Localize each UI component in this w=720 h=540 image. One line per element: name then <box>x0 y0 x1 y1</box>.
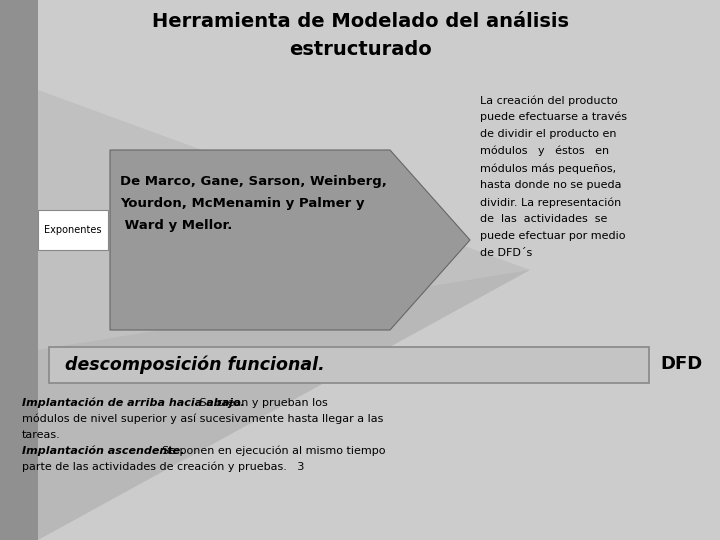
Text: Implantación ascendente.: Implantación ascendente. <box>22 446 184 456</box>
Text: Implantación de arriba hacia abajo.: Implantación de arriba hacia abajo. <box>22 398 245 408</box>
Text: Se ponen en ejecución al mismo tiempo: Se ponen en ejecución al mismo tiempo <box>155 446 385 456</box>
Text: estructurado: estructurado <box>289 40 431 59</box>
Text: descomposición funcional.: descomposición funcional. <box>65 356 325 374</box>
Polygon shape <box>38 90 530 450</box>
Text: parte de las actividades de creación y pruebas.   3: parte de las actividades de creación y p… <box>22 462 305 472</box>
Text: de  las  actividades  se: de las actividades se <box>480 214 608 224</box>
Polygon shape <box>110 150 470 330</box>
Text: de DFD´s: de DFD´s <box>480 248 532 258</box>
Text: Herramienta de Modelado del análisis: Herramienta de Modelado del análisis <box>151 12 569 31</box>
FancyBboxPatch shape <box>38 210 108 250</box>
FancyBboxPatch shape <box>49 347 649 383</box>
Text: La creación del producto: La creación del producto <box>480 95 618 105</box>
Text: Ward y Mellor.: Ward y Mellor. <box>120 219 233 232</box>
Text: módulos más pequeños,: módulos más pequeños, <box>480 163 616 173</box>
Text: dividir. La representación: dividir. La representación <box>480 197 621 207</box>
Text: Se crean y prueban los: Se crean y prueban los <box>196 398 328 408</box>
Polygon shape <box>38 270 530 540</box>
Text: de dividir el producto en: de dividir el producto en <box>480 129 616 139</box>
Text: puede efectuarse a través: puede efectuarse a través <box>480 112 627 123</box>
Text: tareas.: tareas. <box>22 430 60 440</box>
Text: DFD: DFD <box>661 355 703 373</box>
Text: Yourdon, McMenamin y Palmer y: Yourdon, McMenamin y Palmer y <box>120 197 364 210</box>
Text: puede efectuar por medio: puede efectuar por medio <box>480 231 626 241</box>
Text: módulos   y   éstos   en: módulos y éstos en <box>480 146 609 157</box>
Polygon shape <box>0 0 38 540</box>
Text: módulos de nivel superior y así sucesivamente hasta llegar a las: módulos de nivel superior y así sucesiva… <box>22 414 383 424</box>
Text: De Marco, Gane, Sarson, Weinberg,: De Marco, Gane, Sarson, Weinberg, <box>120 175 387 188</box>
Text: Exponentes: Exponentes <box>44 225 102 235</box>
Text: hasta donde no se pueda: hasta donde no se pueda <box>480 180 621 190</box>
